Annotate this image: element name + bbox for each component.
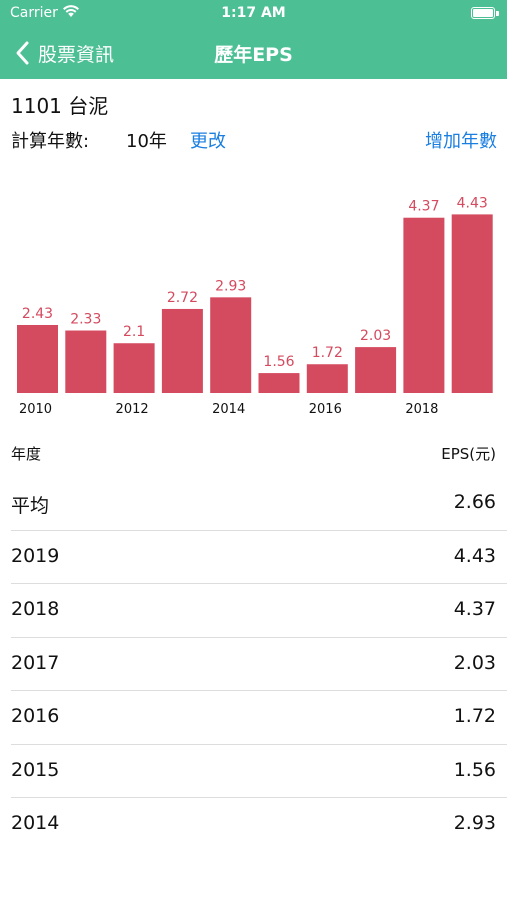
table-row: 2016 1.72 xyxy=(0,691,507,745)
row-eps-value: 1.56 xyxy=(453,758,496,781)
row-year-label: 2019 xyxy=(11,544,60,567)
row-eps-value: 2.03 xyxy=(453,651,496,674)
row-year-label: 2018 xyxy=(11,598,60,620)
x-tick-label: 2018 xyxy=(405,402,438,417)
bar-value-label: 1.56 xyxy=(263,354,294,370)
table-header-year: 年度 xyxy=(11,445,42,463)
chevron-left-icon xyxy=(16,41,29,65)
row-divider xyxy=(11,690,507,691)
table-row: 2017 2.03 xyxy=(0,638,507,691)
row-year-label: 2016 xyxy=(11,705,60,727)
bar-2012 xyxy=(113,343,155,393)
row-year-label: 2017 xyxy=(11,651,60,674)
battery-cap xyxy=(496,11,499,16)
table-row: 2019 4.43 xyxy=(0,531,507,584)
back-button[interactable]: 股票資訊 xyxy=(12,38,114,68)
bar-value-label: 1.72 xyxy=(312,345,343,361)
row-eps-value: 4.43 xyxy=(453,544,496,567)
table-row: 2014 2.93 xyxy=(0,798,507,852)
eps-bar-chart: 2.43 2010 2.33 2.1 2012 2.72 2.93 2014 1.56 1.72 2… xyxy=(17,195,493,417)
carrier-label: Carrier xyxy=(10,5,58,21)
row-divider xyxy=(11,743,507,745)
page-title: 歷年EPS xyxy=(214,44,293,66)
bar-2010 xyxy=(17,324,58,393)
row-divider xyxy=(11,583,507,584)
bar-value-label: 2.33 xyxy=(70,312,101,328)
app-header: Carrier 1:17 AM 股票資訊 歷年EPS xyxy=(0,0,507,79)
eps-table: 平均 2.66 2019 4.43 2018 4.37 2017 2.03 2016 1.72 20… xyxy=(0,477,507,852)
row-year-label: 2015 xyxy=(11,758,60,781)
bar-value-label: 2.03 xyxy=(360,328,391,344)
bar-2019 xyxy=(451,214,493,393)
wifi-icon xyxy=(63,5,79,17)
row-eps-value: 2.66 xyxy=(453,491,496,513)
years-label: 計算年數: xyxy=(11,131,90,152)
bar-value-label: 2.72 xyxy=(167,290,198,306)
table-row: 2015 1.56 xyxy=(0,745,507,798)
x-tick-label: 2016 xyxy=(309,402,342,417)
bar-2011 xyxy=(65,330,107,393)
status-time: 1:17 AM xyxy=(221,5,286,21)
row-eps-value: 2.93 xyxy=(453,812,496,834)
bar-value-label: 2.93 xyxy=(215,278,246,294)
bar-2018 xyxy=(403,217,445,393)
table-row: 2018 4.37 xyxy=(0,584,507,638)
bar-2014 xyxy=(210,297,252,393)
bar-2017 xyxy=(355,347,397,393)
x-tick-label: 2014 xyxy=(212,402,245,417)
bar-value-label: 2.43 xyxy=(22,306,53,322)
table-header: 年度 EPS(元) xyxy=(11,443,496,467)
bar-value-label: 2.1 xyxy=(123,324,145,340)
navigation-bar: 股票資訊 歷年EPS xyxy=(0,30,507,76)
change-years-button[interactable]: 更改 xyxy=(190,131,226,152)
average-row: 平均 2.66 xyxy=(0,477,507,531)
battery-icon xyxy=(471,7,495,19)
back-button-label: 股票資訊 xyxy=(38,43,115,66)
bar-2015 xyxy=(258,373,300,393)
bar-value-label: 4.37 xyxy=(408,199,439,215)
bar-value-label: 4.43 xyxy=(457,195,488,211)
x-tick-label: 2012 xyxy=(116,402,149,417)
status-bar: Carrier 1:17 AM xyxy=(0,0,507,28)
row-year-label: 2014 xyxy=(11,812,60,834)
row-divider xyxy=(11,529,507,531)
stock-title: 1101 台泥 xyxy=(11,94,109,118)
x-tick-label: 2010 xyxy=(19,402,52,417)
row-eps-value: 1.72 xyxy=(453,705,496,727)
table-header-eps: EPS(元) xyxy=(441,445,496,463)
bar-2013 xyxy=(161,308,203,393)
row-divider xyxy=(11,636,507,638)
years-value: 10年 xyxy=(126,131,167,152)
add-years-button[interactable]: 增加年數 xyxy=(425,131,497,152)
years-row: 計算年數: 10年 更改 增加年數 xyxy=(11,127,497,153)
row-eps-value: 4.37 xyxy=(453,598,496,620)
bar-2016 xyxy=(306,364,348,393)
row-year-label: 平均 xyxy=(11,495,50,517)
row-divider xyxy=(11,797,507,798)
